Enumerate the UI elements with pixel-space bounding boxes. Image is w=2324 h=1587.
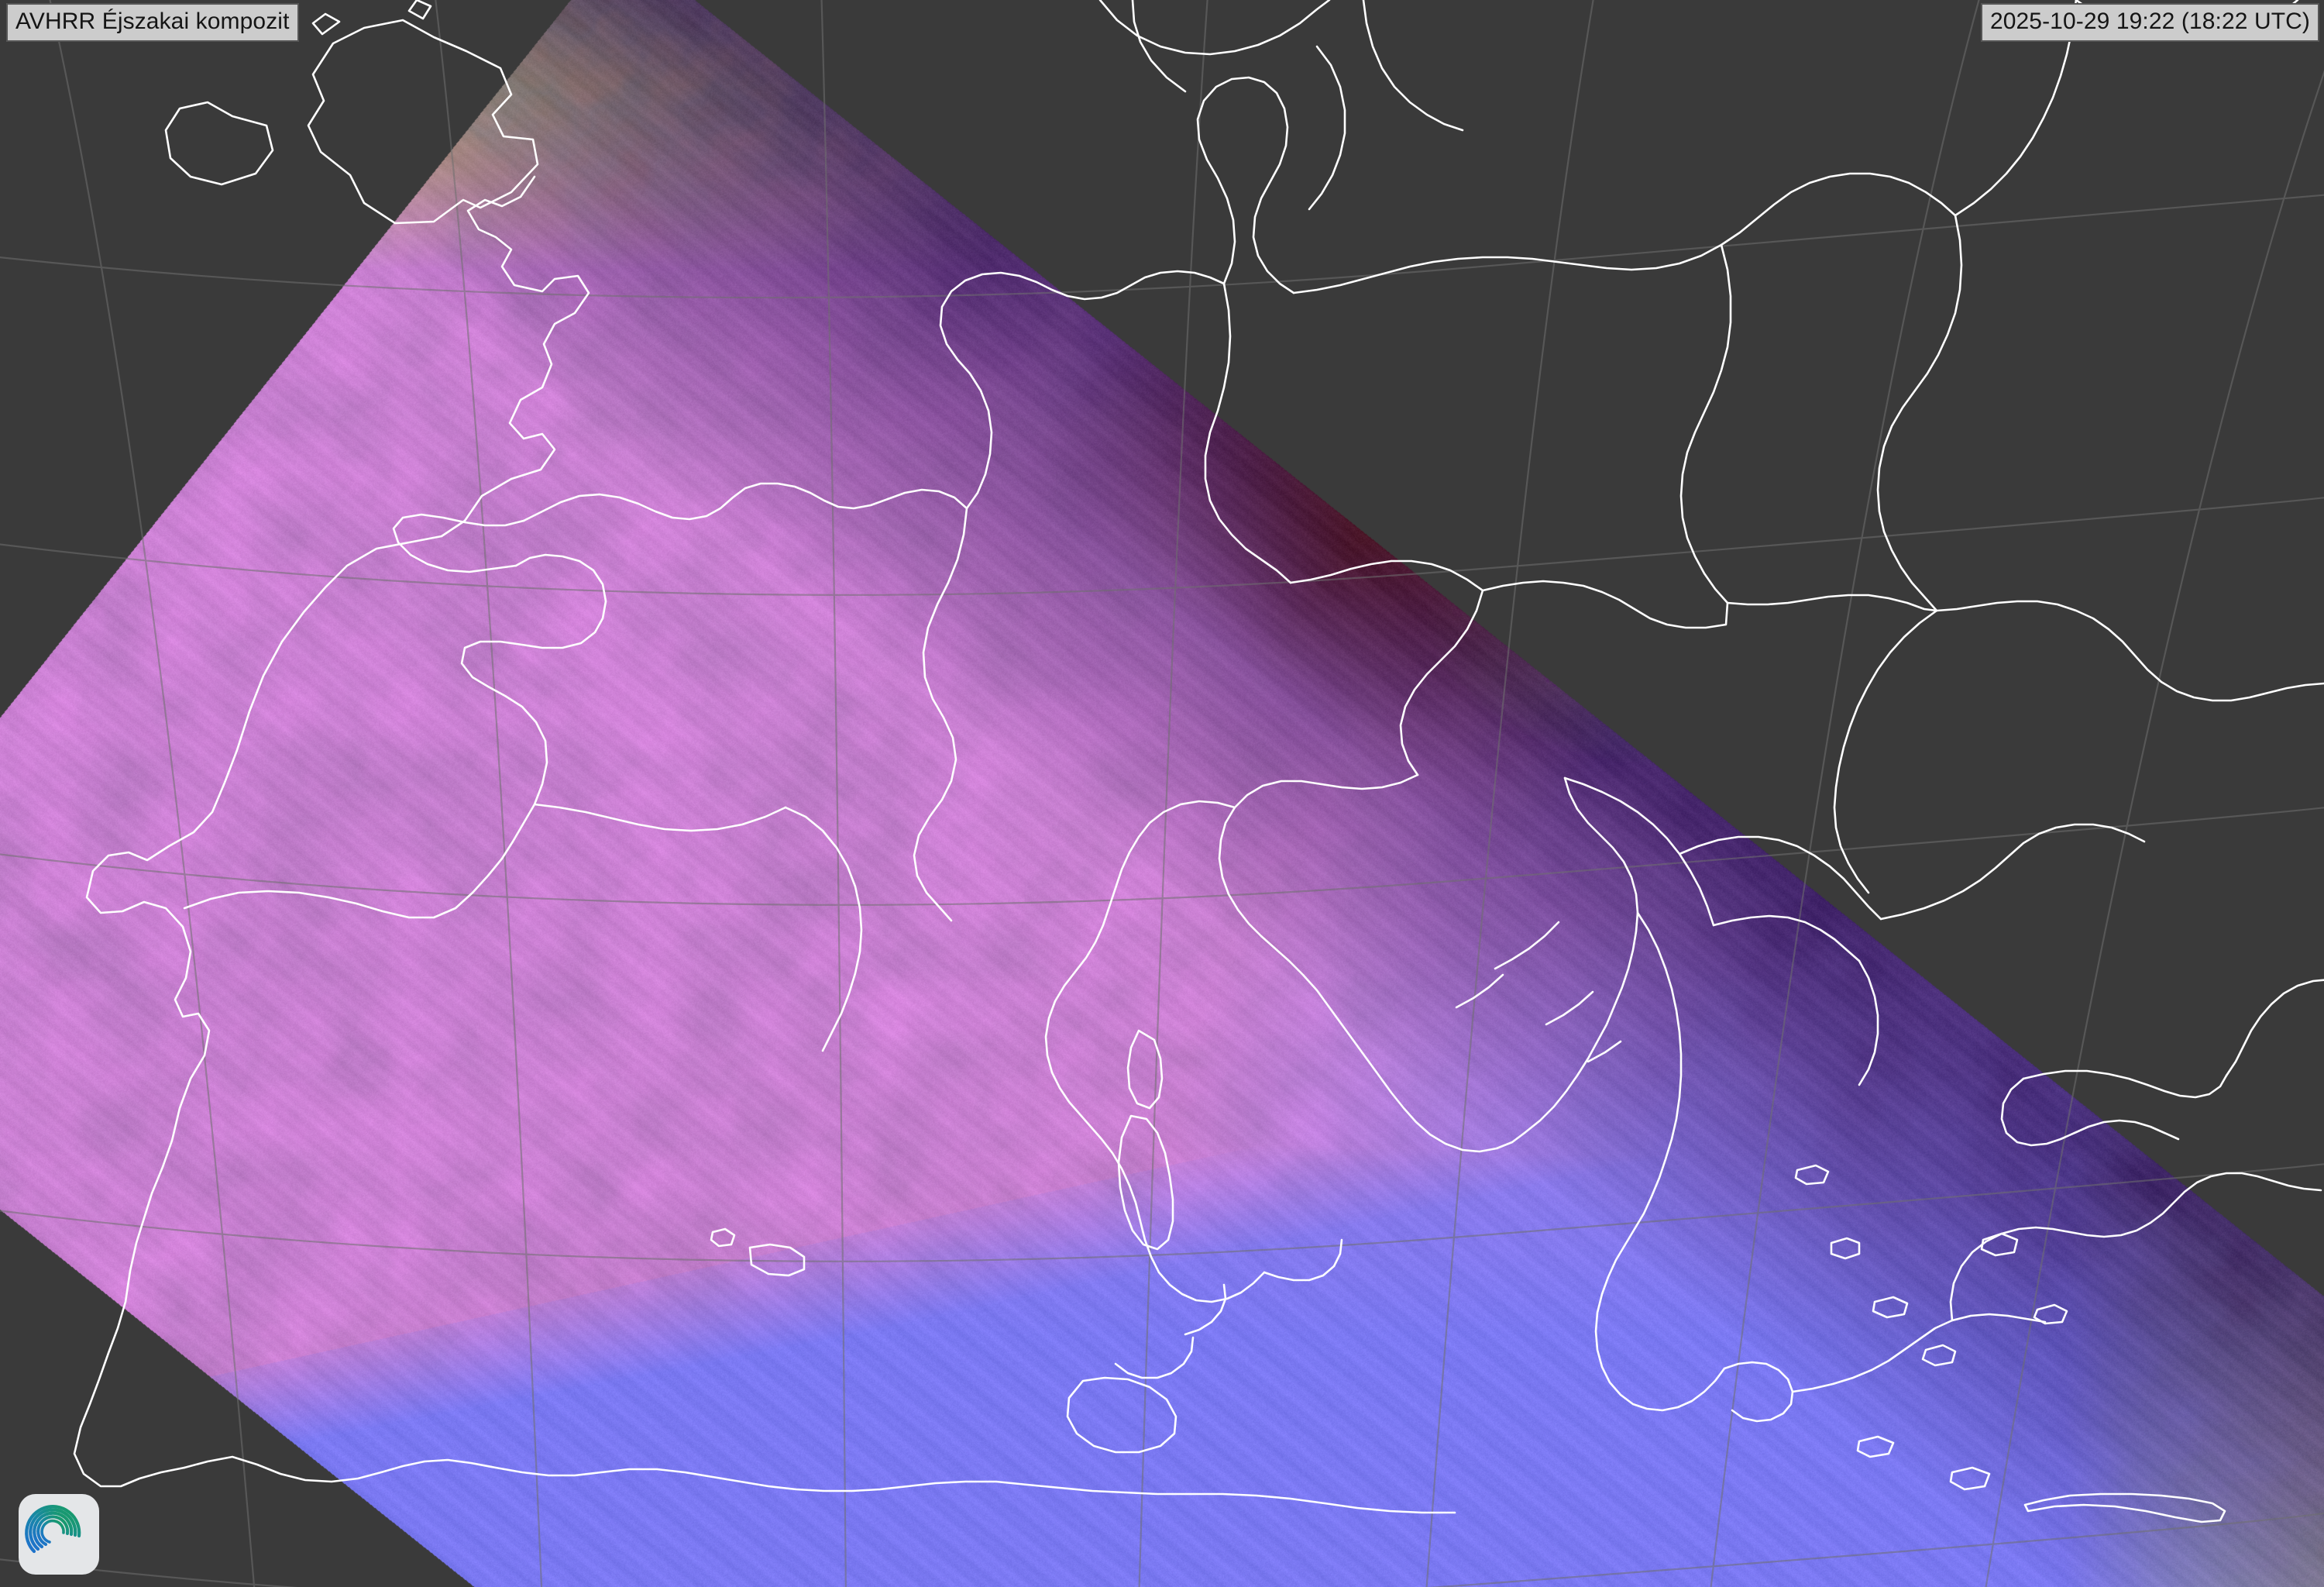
timestamp-label: 2025-10-29 19:22 (18:22 UTC) [1980, 3, 2319, 42]
coastline-borders [73, 0, 2324, 1523]
agency-logo[interactable] [19, 1494, 99, 1575]
product-title-label: AVHRR Éjszakai kompozit [6, 3, 299, 42]
spiral-swirl-icon [25, 1505, 81, 1554]
